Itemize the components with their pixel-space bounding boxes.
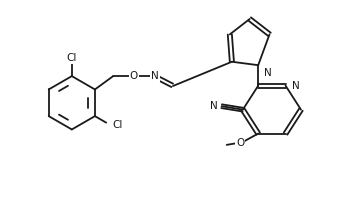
Text: N: N [264,68,272,78]
Text: N: N [292,81,300,91]
Text: N: N [210,101,218,111]
Text: Cl: Cl [67,53,77,63]
Text: O: O [236,138,245,148]
Text: O: O [130,71,138,82]
Text: N: N [151,71,159,82]
Text: Cl: Cl [112,120,123,130]
